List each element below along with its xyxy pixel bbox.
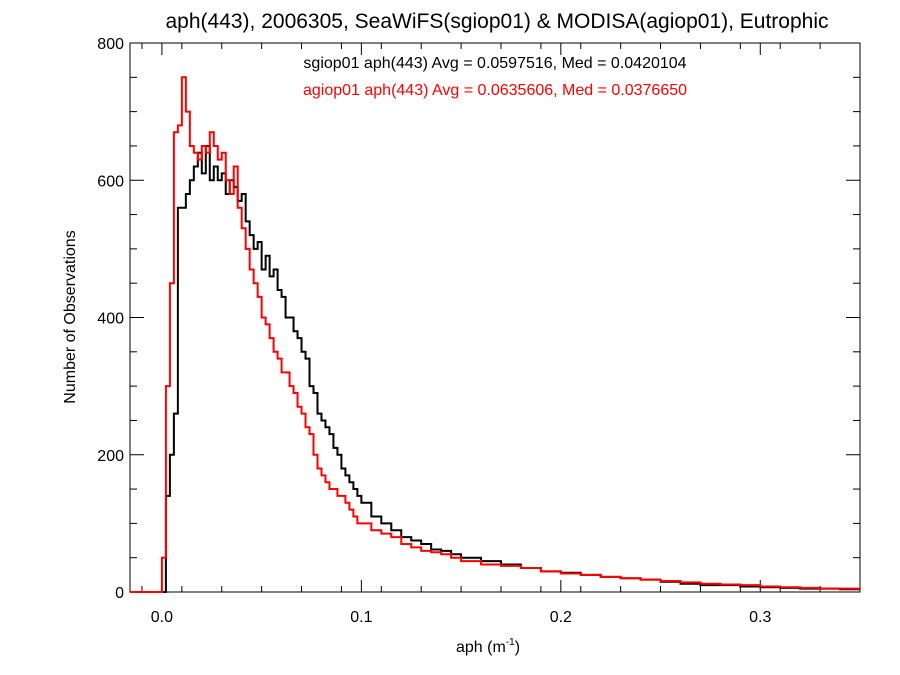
axis-tick-labels: 0.0 0.1 0.2 0.3 0 200 400 600 800 bbox=[97, 36, 771, 626]
x-axis-label: aph (m-1) bbox=[456, 637, 520, 656]
histogram-series-sgiop01 bbox=[130, 144, 860, 593]
x-axis-label-close: ) bbox=[515, 639, 520, 656]
x-tick-label: 0.0 bbox=[151, 609, 173, 626]
x-tick-label: 0.3 bbox=[749, 609, 771, 626]
series-lines bbox=[130, 76, 860, 593]
y-axis-label: Number of Observations bbox=[62, 230, 79, 403]
histogram-series-agiop01 bbox=[130, 76, 860, 593]
y-tick-label: 800 bbox=[97, 36, 124, 53]
plot-frame bbox=[129, 42, 861, 593]
x-tick-label: 0.2 bbox=[550, 609, 572, 626]
x-axis-label-superscript: -1 bbox=[506, 637, 515, 648]
y-tick-label: 600 bbox=[97, 173, 124, 190]
legend-entry-sgiop01: sgiop01 aph(443) Avg = 0.0597516, Med = … bbox=[303, 55, 686, 72]
axis-ticks bbox=[130, 42, 861, 593]
y-tick-label: 200 bbox=[97, 448, 124, 465]
legend-entry-agiop01: agiop01 aph(443) Avg = 0.0635606, Med = … bbox=[303, 82, 687, 99]
x-tick-label: 0.1 bbox=[350, 609, 372, 626]
x-axis-label-base: aph (m bbox=[456, 639, 506, 656]
y-tick-label: 0 bbox=[115, 585, 124, 602]
y-tick-label: 400 bbox=[97, 311, 124, 328]
chart-title: aph(443), 2006305, SeaWiFS(sgiop01) & MO… bbox=[165, 10, 828, 33]
